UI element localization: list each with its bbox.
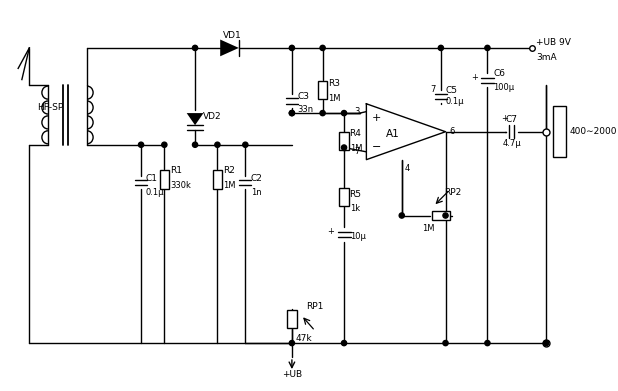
Bar bbox=[159, 170, 169, 188]
Circle shape bbox=[438, 45, 444, 50]
Text: 1M: 1M bbox=[350, 144, 362, 153]
Circle shape bbox=[289, 45, 295, 50]
Circle shape bbox=[162, 142, 167, 147]
Text: 0.1μ: 0.1μ bbox=[446, 97, 464, 106]
Text: +: + bbox=[501, 114, 508, 123]
Bar bbox=[552, 106, 565, 157]
Text: +: + bbox=[372, 113, 381, 123]
Text: RP2: RP2 bbox=[444, 188, 462, 197]
Text: 33n: 33n bbox=[297, 105, 313, 114]
Circle shape bbox=[138, 142, 143, 147]
Text: VD1: VD1 bbox=[223, 31, 242, 40]
Text: 1M: 1M bbox=[422, 224, 434, 233]
Text: R4: R4 bbox=[350, 129, 362, 138]
Text: +UB: +UB bbox=[282, 370, 302, 379]
Text: C6: C6 bbox=[493, 68, 505, 77]
Polygon shape bbox=[187, 113, 203, 125]
Circle shape bbox=[341, 341, 347, 346]
Text: +: + bbox=[328, 227, 334, 236]
Text: C3: C3 bbox=[297, 92, 310, 101]
Circle shape bbox=[215, 142, 220, 147]
Text: C1: C1 bbox=[146, 174, 158, 183]
Bar bbox=[339, 132, 349, 150]
Text: 3mA: 3mA bbox=[536, 53, 556, 62]
Text: 7: 7 bbox=[355, 147, 360, 156]
Bar bbox=[431, 211, 450, 220]
Text: +UB 9V: +UB 9V bbox=[536, 38, 570, 47]
Text: 1M: 1M bbox=[223, 181, 235, 190]
Circle shape bbox=[443, 341, 448, 346]
Text: 330k: 330k bbox=[170, 181, 191, 190]
Circle shape bbox=[485, 341, 490, 346]
Text: C7: C7 bbox=[506, 115, 518, 124]
Text: 1M: 1M bbox=[328, 94, 341, 103]
Text: R5: R5 bbox=[350, 190, 362, 199]
Circle shape bbox=[320, 45, 325, 50]
Text: 3: 3 bbox=[355, 107, 360, 116]
Text: −: − bbox=[372, 142, 381, 152]
Text: +: + bbox=[471, 74, 478, 83]
Circle shape bbox=[341, 145, 347, 150]
Text: 10μ: 10μ bbox=[350, 231, 365, 240]
Text: 4.7μ: 4.7μ bbox=[502, 139, 521, 148]
Bar bbox=[287, 310, 297, 328]
Circle shape bbox=[399, 213, 404, 218]
Text: 1n: 1n bbox=[251, 188, 261, 197]
Text: RP1: RP1 bbox=[306, 302, 323, 311]
Circle shape bbox=[192, 142, 198, 147]
Text: R3: R3 bbox=[328, 79, 341, 88]
Circle shape bbox=[289, 111, 295, 116]
Text: 0.1μ: 0.1μ bbox=[146, 188, 164, 197]
Circle shape bbox=[320, 111, 325, 116]
Text: HF-SP: HF-SP bbox=[36, 103, 63, 112]
Text: 400∼2000: 400∼2000 bbox=[569, 127, 617, 136]
Circle shape bbox=[243, 142, 248, 147]
Circle shape bbox=[289, 111, 295, 116]
Text: 4: 4 bbox=[405, 165, 410, 174]
Bar bbox=[339, 188, 349, 206]
Text: C2: C2 bbox=[251, 174, 263, 183]
Polygon shape bbox=[220, 39, 239, 56]
Circle shape bbox=[485, 45, 490, 50]
Bar bbox=[213, 170, 222, 188]
Text: C5: C5 bbox=[446, 86, 457, 95]
Text: 100μ: 100μ bbox=[493, 83, 514, 91]
Text: 6: 6 bbox=[449, 127, 455, 136]
Text: R2: R2 bbox=[223, 166, 235, 175]
Text: 7: 7 bbox=[430, 85, 435, 94]
Circle shape bbox=[192, 45, 198, 50]
Text: R1: R1 bbox=[170, 166, 182, 175]
Text: VD2: VD2 bbox=[203, 112, 221, 121]
Text: 1k: 1k bbox=[350, 204, 360, 213]
Circle shape bbox=[341, 111, 347, 116]
Circle shape bbox=[543, 341, 549, 346]
Bar bbox=[318, 81, 328, 99]
Text: 47k: 47k bbox=[295, 334, 312, 343]
Circle shape bbox=[443, 213, 448, 218]
Text: A1: A1 bbox=[386, 129, 399, 138]
Circle shape bbox=[289, 341, 295, 346]
Polygon shape bbox=[366, 104, 446, 160]
